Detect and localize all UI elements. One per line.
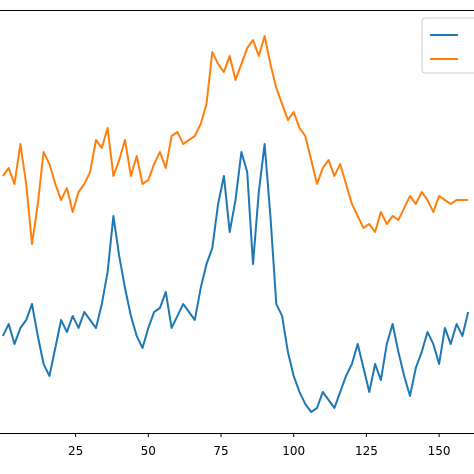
x-tick-label: 150 <box>428 444 451 458</box>
series-lines-layer <box>1 35 470 413</box>
x-tick-label: 75 <box>213 444 228 458</box>
series-line-1 <box>1 143 470 413</box>
axes-layer <box>0 10 474 434</box>
x-tick-label: 25 <box>68 444 83 458</box>
x-tick-label: 100 <box>282 444 305 458</box>
x-tick-label: 50 <box>141 444 156 458</box>
legend <box>421 17 474 74</box>
x-tick-label: 125 <box>355 444 378 458</box>
x-ticks-layer: 25 50 75 100 125 150 <box>68 433 451 458</box>
legend-frame <box>421 17 474 74</box>
series-line-2 <box>2 35 469 245</box>
